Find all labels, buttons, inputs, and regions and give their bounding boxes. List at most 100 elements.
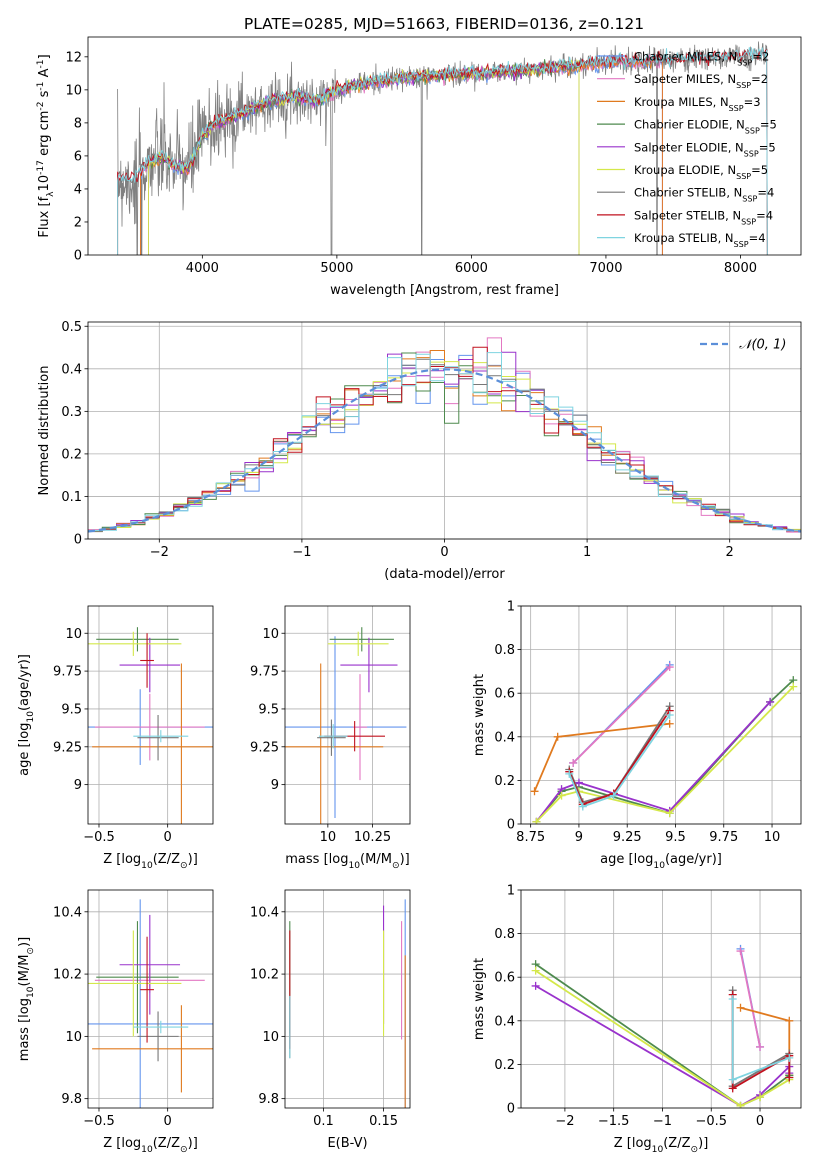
errorbar-point-chabrier_elodie — [329, 627, 394, 652]
legend: 𝒩(0, 1) — [700, 338, 786, 353]
y-tick-label: 0 — [74, 249, 82, 264]
y-tick-label: 9.5 — [258, 702, 279, 717]
errorbar-point-kroupa_stelib — [318, 724, 348, 749]
legend-label: Salpeter STELIB, NSSP=4 — [634, 208, 773, 226]
y-axis-label: Flux [fλ10-17 erg cm-2 s-1 A-1] — [36, 54, 56, 237]
axes-frame — [87, 605, 214, 825]
errorbar-point-chabrier_elodie — [96, 627, 179, 652]
weight-marker — [569, 758, 578, 767]
x-tick-label: −0.5 — [83, 1114, 115, 1129]
plot-area — [531, 944, 794, 1108]
weight-line — [535, 686, 794, 823]
grid — [285, 606, 410, 824]
errorbar-point-salpeter_stelib — [140, 936, 154, 1043]
y-tick-label: 0.5 — [61, 320, 82, 335]
y-tick-label: 0.4 — [494, 730, 515, 745]
grid — [285, 890, 410, 1108]
x-axis-label: mass [log10(M/M⊙)] — [285, 852, 409, 871]
axes-frame — [520, 605, 802, 825]
y-axis-label: mass weight — [472, 674, 487, 756]
y-tick-label: 9 — [271, 778, 279, 793]
legend-label: Salpeter MILES, NSSP=2 — [634, 72, 768, 90]
y-tick-label: 10 — [65, 1030, 82, 1045]
x-tick-label: 2 — [726, 545, 734, 560]
y-tick-label: 0.6 — [494, 971, 515, 986]
weight-marker — [532, 817, 541, 824]
model-spectrum-salpeter_elodie — [148, 60, 580, 255]
errorbar-point-salpeter_elodie — [340, 637, 398, 693]
y-axis-label: mass weight — [472, 958, 487, 1040]
legend: Chabrier MILES, NSSP=2 Salpeter MILES, NS… — [597, 50, 777, 249]
y-tick-label: 1 — [507, 600, 515, 615]
y-tick-label: 0.8 — [494, 927, 515, 942]
y-tick-label: 2 — [74, 215, 82, 230]
legend-entry: Chabrier MILES, NSSP=2 — [597, 50, 769, 68]
y-tick-label: 10 — [262, 1030, 279, 1045]
x-tick-label: −1 — [653, 1114, 672, 1129]
y-tick-label: 9.8 — [61, 1092, 82, 1107]
legend-label: Chabrier MILES, NSSP=2 — [634, 50, 769, 68]
errorbar-point-salpeter_elodie — [119, 637, 181, 693]
weight-marker — [728, 1075, 737, 1084]
errorbar-point-kroupa_stelib — [133, 730, 189, 743]
chart-mass_vs_Z: −0.5 0 9.8 10 10.2 10.4 Z [log10(Z/Z⊙)] mass [l… — [17, 889, 214, 1155]
errorbar-point-chabrier_stelib — [137, 1011, 179, 1062]
legend-label: 𝒩(0, 1) — [739, 338, 786, 353]
y-tick-label: 9.75 — [53, 665, 82, 680]
plot-area — [117, 41, 768, 255]
y-tick-label: 10 — [65, 83, 82, 98]
plot-area — [289, 899, 406, 1108]
x-tick-label: 6000 — [455, 261, 488, 276]
y-tick-label: 0 — [74, 533, 82, 548]
legend-entry: Salpeter MILES, NSSP=2 — [597, 72, 768, 90]
errorbar-point-kroupa_elodie — [88, 930, 182, 1037]
x-tick-label: 8.75 — [516, 830, 545, 845]
x-tick-label: 0 — [756, 1114, 764, 1129]
axes-frame — [520, 889, 802, 1109]
x-axis-label: E(B-V) — [327, 1136, 367, 1151]
chart-weight_vs_age: 8.75 9 9.25 9.5 9.75 10 0 0.2 0.4 0.6 0.8 1 age [log… — [472, 600, 802, 871]
axes-frame — [284, 889, 411, 1109]
weight-series-salpeter_elodie — [532, 697, 775, 824]
y-tick-label: 10.2 — [53, 968, 82, 983]
y-tick-label: 9 — [74, 778, 82, 793]
weight-series-kroupa_stelib — [565, 711, 674, 811]
weight-marker — [728, 995, 737, 1003]
y-tick-label: 12 — [65, 50, 82, 65]
weight-line — [535, 969, 790, 1107]
plot-area — [530, 660, 798, 824]
legend-label: Kroupa MILES, NSSP=3 — [634, 95, 761, 113]
x-axis-label: wavelength [Angstrom, rest frame] — [330, 283, 559, 298]
y-tick-label: 0.2 — [494, 1058, 515, 1073]
grid — [521, 889, 801, 1109]
legend-entry: Kroupa STELIB, NSSP=4 — [597, 231, 766, 249]
errorbar-point-kroupa_miles — [92, 663, 213, 824]
model-spectrum-kroupa_miles — [140, 55, 663, 255]
chart-spectrum: 4000 5000 6000 7000 8000 0 2 4 6 8 10 12 wavelength … — [36, 36, 802, 298]
y-tick-label: 0.3 — [61, 405, 82, 420]
y-tick-label: 10 — [262, 627, 279, 642]
errorbar-point-chabrier_elodie — [96, 921, 179, 1034]
chart-age_vs_Z: −0.5 0 9 9.25 9.5 9.75 10 Z [log10(Z/Z⊙)] age [l… — [17, 605, 214, 871]
legend-entry: Salpeter STELIB, NSSP=4 — [597, 208, 773, 226]
errorbar-point-kroupa_miles — [285, 663, 384, 824]
y-tick-label: 10.4 — [250, 905, 279, 920]
weight-marker — [728, 1084, 737, 1093]
weight-marker — [785, 1073, 794, 1082]
x-tick-label: −2 — [555, 1114, 574, 1129]
errorbar-point-chabrier_stelib — [317, 719, 346, 756]
x-tick-label: −1 — [292, 545, 311, 560]
weight-series-salpeter_stelib — [565, 706, 674, 809]
y-axis-label: Normed distribution — [37, 366, 52, 496]
y-tick-label: 0.4 — [61, 362, 82, 377]
weight-marker — [665, 663, 674, 672]
weight-marker — [531, 966, 540, 975]
histogram-chabrier_elodie — [88, 352, 801, 532]
legend-label: Chabrier ELODIE, NSSP=5 — [634, 118, 777, 136]
axes-frame — [87, 321, 802, 540]
weight-marker — [789, 682, 798, 691]
chart-age_vs_mass: 10 10.25 9 9.25 9.5 9.75 10 mass [log10(M/M⊙)] — [250, 605, 411, 871]
weight-line — [739, 950, 761, 1048]
x-tick-label: −1.5 — [598, 1114, 630, 1129]
x-tick-label: −0.5 — [695, 1114, 727, 1129]
